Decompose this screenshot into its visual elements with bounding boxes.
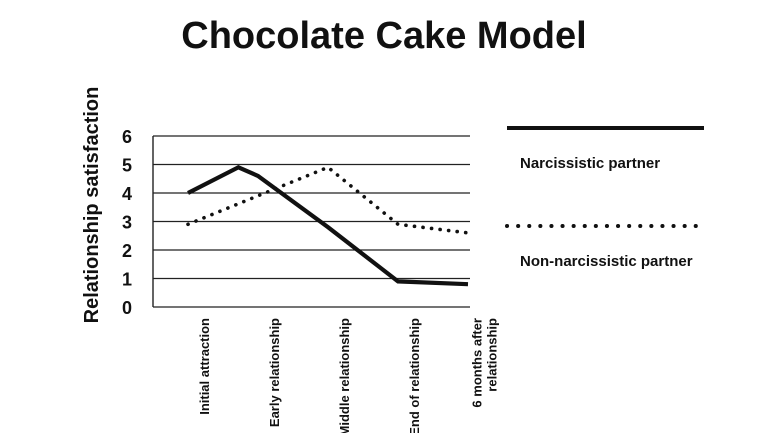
x-tick-label-line: 6 months after [470, 318, 485, 408]
y-tick-label: 0 [122, 298, 132, 318]
x-tick-label: Early relationship [267, 318, 282, 427]
x-tick-label: 6 months after relationship [470, 318, 500, 408]
legend: Narcissistic partner Non-narcissistic par… [505, 126, 706, 270]
x-tick-label-line: relationship [485, 318, 500, 392]
grid [152, 135, 470, 308]
y-tick-label: 2 [122, 241, 132, 261]
legend-label-1: Narcissistic partner [520, 155, 660, 172]
x-tick-label-line: Early relationship [267, 318, 282, 427]
y-tick-label: 6 [122, 127, 132, 147]
y-tick-label: 4 [122, 184, 132, 204]
series-line-1 [187, 164, 469, 287]
y-tick-labels: 0 1 2 3 4 5 6 [122, 127, 132, 318]
y-tick-label: 5 [122, 156, 132, 176]
x-tick-label: End of relationship [407, 318, 422, 433]
y-tick-label: 3 [122, 213, 132, 233]
x-tick-label: Initial attraction [197, 318, 212, 415]
y-axis-label: Relationship satisfaction [81, 87, 103, 324]
x-tick-label-line: Middle relationship [337, 318, 352, 433]
series-line-2 [186, 165, 470, 235]
series-lines [186, 164, 470, 287]
x-tick-label-line: Initial attraction [197, 318, 212, 415]
y-tick-label: 1 [122, 270, 132, 290]
x-tick-label-line: End of relationship [407, 318, 422, 433]
x-tick-labels: Initial attraction Early relationship Midd… [197, 318, 500, 433]
chart-title: Chocolate Cake Model [181, 15, 586, 57]
legend-label-2: Non-narcissistic partner [520, 253, 693, 270]
x-tick-label: Middle relationship [337, 318, 352, 433]
